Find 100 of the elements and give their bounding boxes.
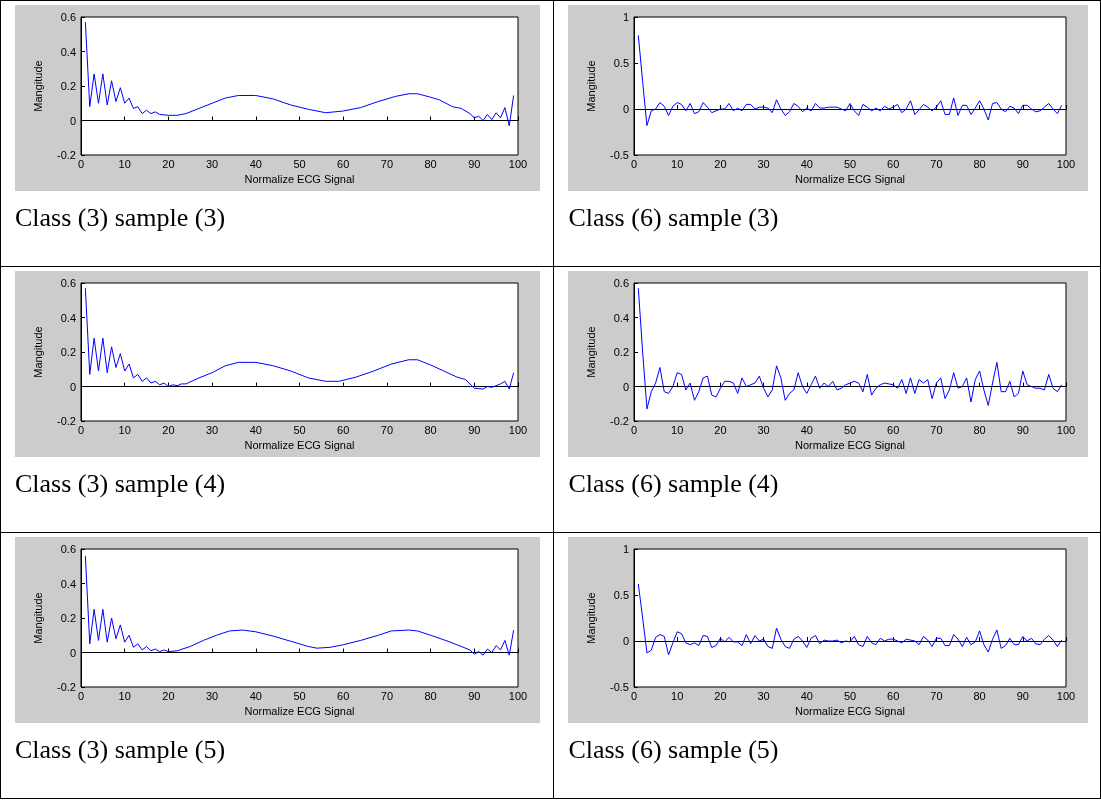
y-tick-label: 0.4 [60,311,76,324]
x-tick-label: 30 [757,423,771,436]
text: Class (6) sample (3) [568,202,780,233]
x-tick-label: 20 [714,423,727,436]
x-tick-label: 60 [337,689,350,702]
x-tick-label: 70 [380,689,394,702]
text: Class (3) sample (3) [15,202,227,233]
x-tick-label: 90 [1017,689,1030,702]
y-tick-label: 0 [69,646,76,659]
x-tick-label: 30 [205,423,219,436]
y-tick-label: 0.6 [60,11,76,23]
x-tick-label: 60 [887,689,900,702]
x-tick-label: 60 [337,157,350,170]
x-axis-title: Normalize ECG Signal [244,439,355,452]
y-tick-label: 1 [623,543,630,555]
x-tick-label: 70 [930,157,943,170]
x-tick-label: 80 [424,423,437,436]
x-tick-label: 0 [77,157,85,170]
x-tick-label: 10 [671,157,684,170]
y-tick-label: -0.2 [57,681,76,693]
x-tick-label: 0 [631,689,638,702]
x-tick-label: 90 [468,157,481,170]
x-tick-label: 0 [631,423,638,436]
x-tick-label: 70 [380,423,394,436]
line-series [84,555,515,656]
y-tick-label: 0 [623,635,630,647]
y-tick-label: 0 [69,114,76,127]
x-tick-label: 30 [205,157,219,170]
line-series [84,21,515,127]
x-tick-label: 100 [1057,157,1076,170]
x-tick-label: 0 [77,423,85,436]
x-tick-label: 50 [844,157,857,170]
x-tick-label: 40 [801,423,814,436]
line-series [638,583,1063,656]
x-tick-label: 50 [293,157,306,170]
x-tick-label: 90 [1017,157,1030,170]
x-tick-label: 40 [801,689,814,702]
y-tick-label: 0.2 [60,346,76,358]
y-tick-label: 0.6 [60,543,76,555]
x-axis-title: Normalize ECG Signal [244,705,355,718]
x-tick-label: 90 [468,689,481,702]
y-tick-label: 0.6 [614,277,630,289]
x-tick-label: 40 [249,423,262,436]
y-tick-label: -0.2 [57,149,76,161]
x-axis-title: Normalize ECG Signal [795,439,906,452]
text: Class (3) sample (4) [15,468,227,499]
y-axis-title: Mangitude [31,592,44,644]
y-tick-label: 0.4 [60,45,76,58]
x-tick-label: 0 [77,689,85,702]
x-tick-label: 40 [249,157,262,170]
x-tick-label: 40 [801,157,814,170]
x-axis-title: Normalize ECG Signal [795,173,906,186]
y-axis-title: Mangitude [584,326,597,378]
y-tick-label: 0.5 [614,589,630,601]
x-tick-label: 90 [1017,423,1030,436]
x-tick-label: 90 [468,423,481,436]
y-tick-label: 1 [623,11,630,23]
x-tick-label: 100 [508,157,528,170]
x-tick-label: 80 [973,423,987,436]
x-axis-title: Normalize ECG Signal [795,705,906,718]
x-tick-label: 80 [424,157,437,170]
x-tick-label: 60 [337,423,350,436]
x-tick-label: 20 [162,689,175,702]
x-tick-label: 60 [887,423,900,436]
x-tick-label: 80 [973,689,987,702]
y-tick-label: 0.4 [60,577,76,590]
x-tick-label: 70 [380,157,394,170]
x-tick-label: 70 [930,689,943,702]
y-axis-title: Mangitude [31,326,44,378]
x-tick-label: 10 [118,689,131,702]
y-tick-label: -0.2 [610,415,630,427]
y-tick-label: 0.4 [614,311,630,324]
x-tick-label: 100 [1057,689,1076,702]
text: Class (3) sample (5) [15,734,227,765]
y-tick-label: -0.5 [610,149,630,161]
x-tick-label: 50 [844,423,857,436]
x-tick-label: 50 [293,689,306,702]
x-tick-label: 30 [205,689,219,702]
y-tick-label: -0.2 [57,415,76,427]
x-tick-label: 100 [1057,423,1076,436]
x-tick-label: 80 [424,689,437,702]
line-series [638,34,1063,127]
x-tick-label: 60 [887,157,900,170]
y-tick-label: 0.6 [60,277,76,289]
x-tick-label: 10 [671,689,684,702]
text: Class (6) sample (5) [568,734,780,765]
y-axis-title: Mangitude [584,60,597,112]
x-tick-label: 40 [249,689,262,702]
x-axis-title: Normalize ECG Signal [244,173,355,186]
x-tick-label: 50 [293,423,306,436]
x-tick-label: 20 [714,157,727,170]
line-series [84,287,515,390]
y-tick-label: 0 [69,380,76,393]
x-tick-label: 20 [714,689,727,702]
y-axis-title: Mangitude [584,592,597,644]
x-tick-label: 0 [631,157,638,170]
y-tick-label: -0.5 [610,681,630,693]
y-tick-label: 0.2 [60,80,76,92]
text: Class (6) sample (4) [568,468,780,499]
y-axis-title: Mangitude [31,60,44,112]
